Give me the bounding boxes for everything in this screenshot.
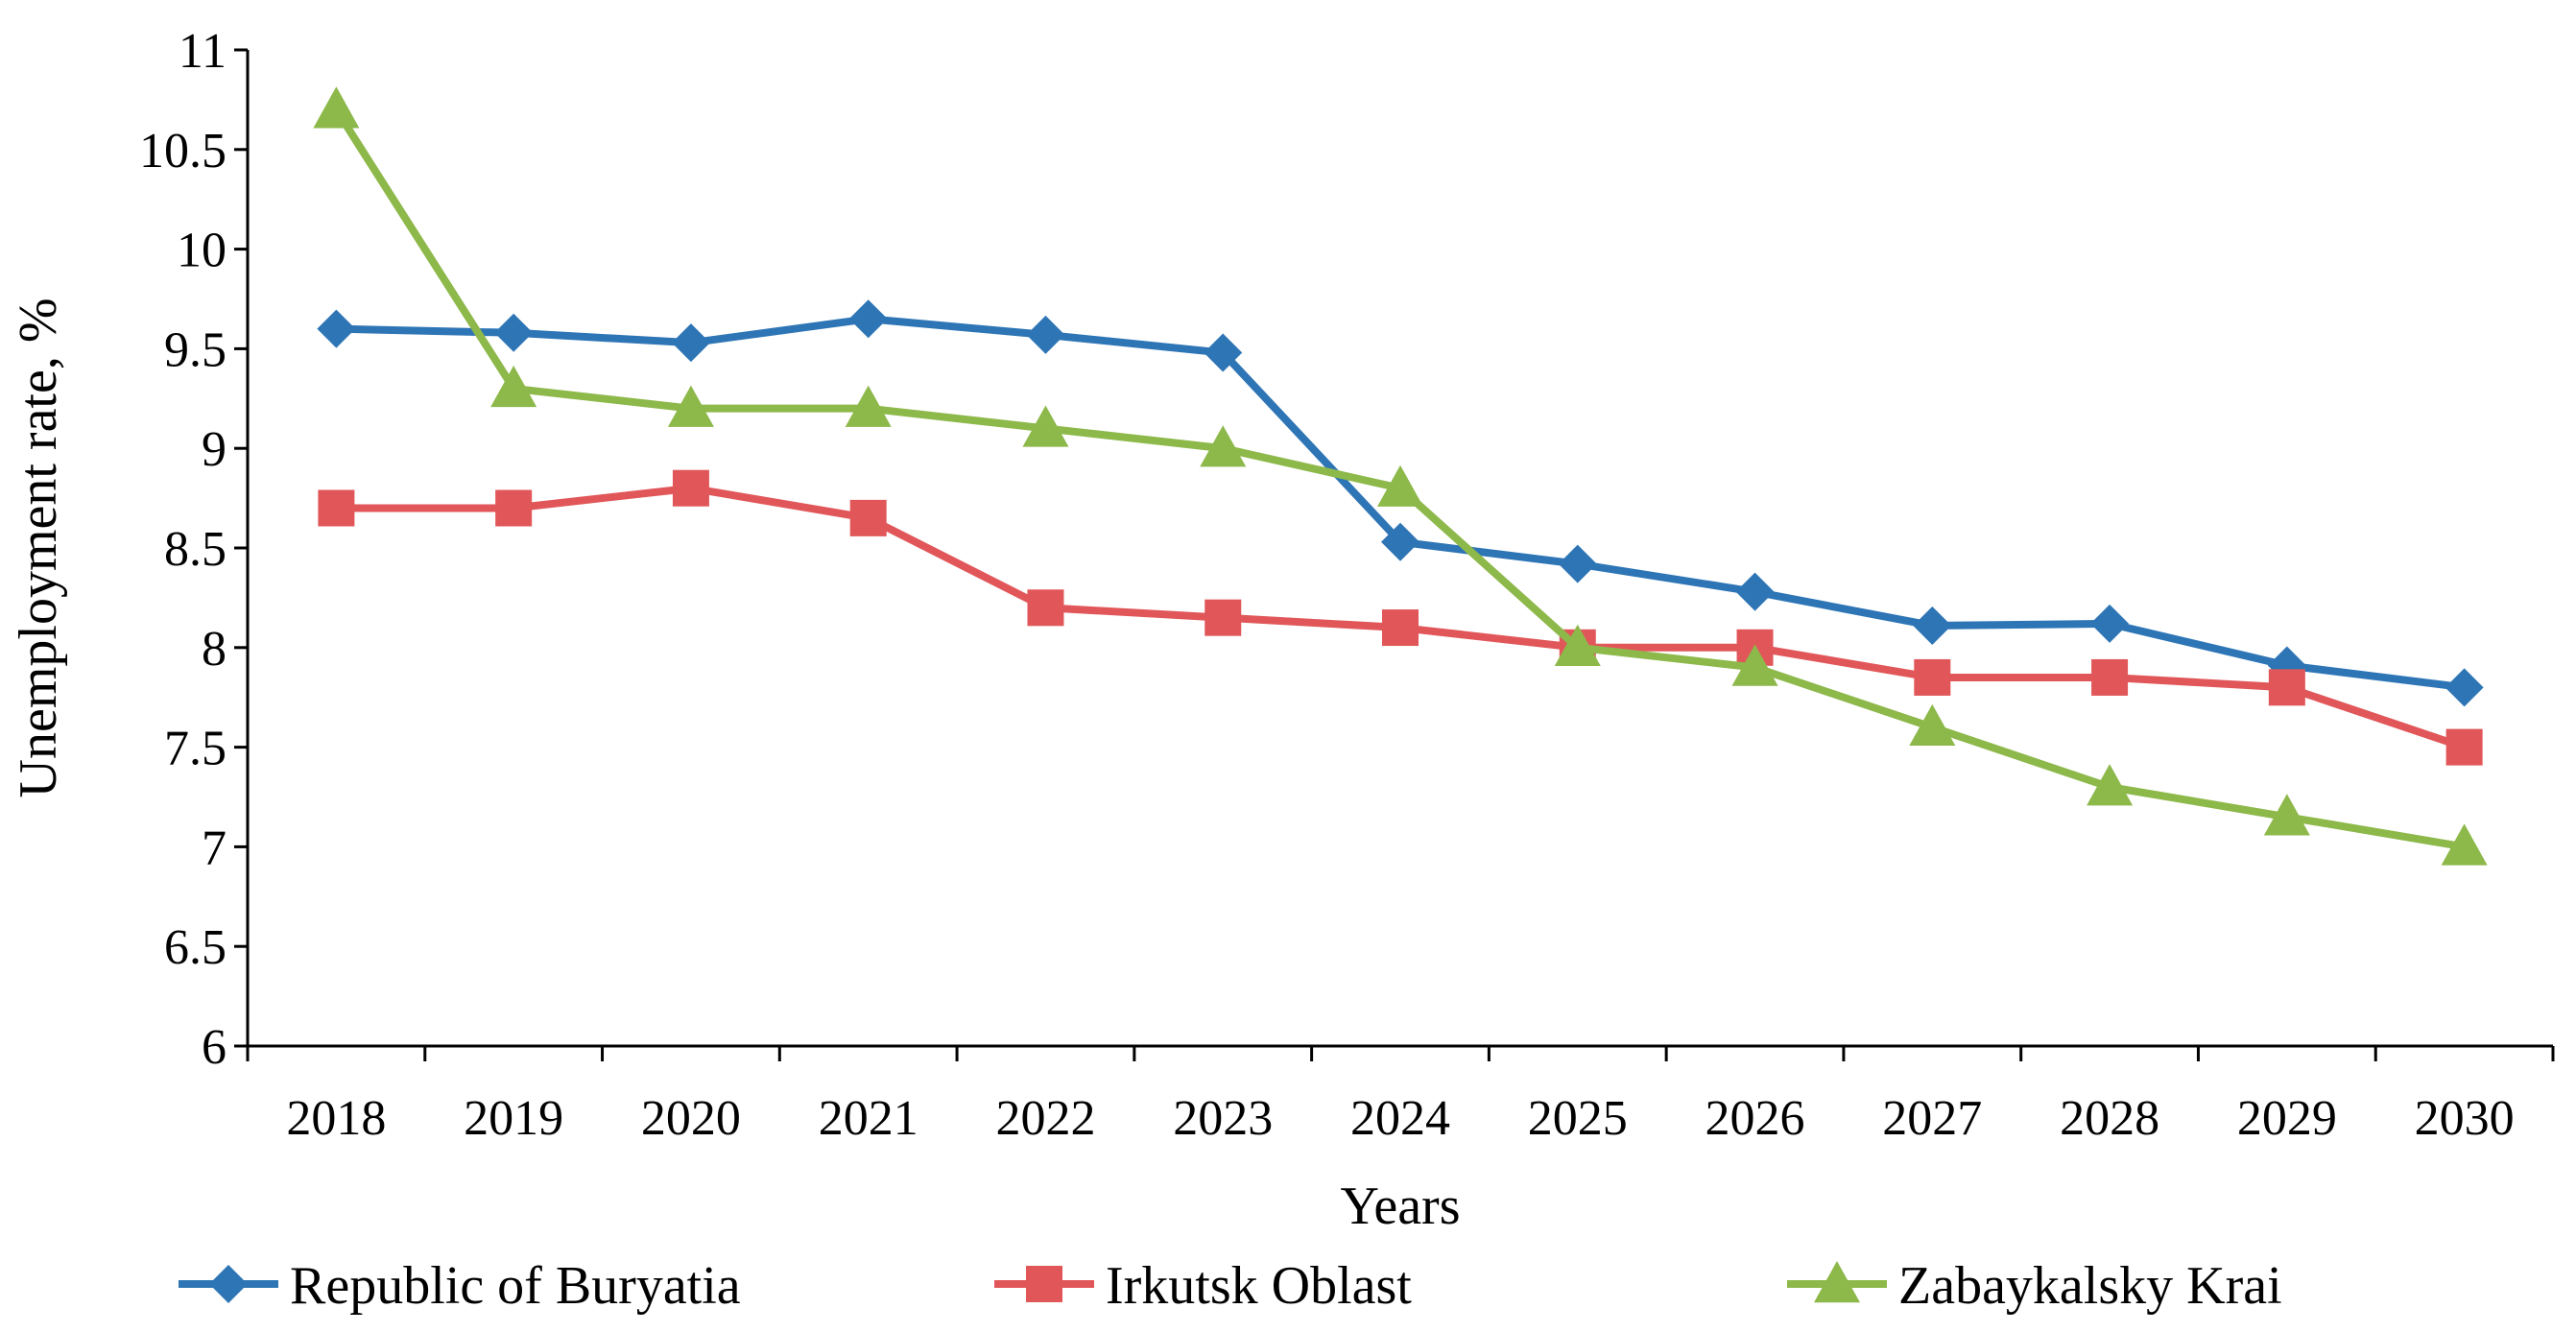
legend-label: Irkutsk Oblast — [1106, 1256, 1412, 1316]
data-point — [1558, 544, 1597, 583]
x-tick-label: 2030 — [2415, 1091, 2515, 1146]
data-point — [1200, 425, 1247, 467]
x-tick-label: 2019 — [464, 1091, 563, 1146]
series-2 — [313, 86, 2488, 866]
data-point — [317, 309, 356, 348]
series-1 — [318, 469, 2483, 766]
data-point — [667, 385, 714, 427]
x-tick-label: 2020 — [641, 1091, 741, 1146]
data-point — [1554, 624, 1601, 666]
data-point — [671, 323, 710, 363]
x-axis-ticks: 2018 2019 2020 2021 2022 2023 2024 2025 2026 2027… — [246, 1046, 2555, 1146]
data-point — [494, 313, 534, 352]
legend-marker — [1026, 1266, 1062, 1302]
y-tick-label: 7 — [202, 821, 227, 875]
x-tick-label: 2022 — [995, 1091, 1095, 1146]
data-point — [672, 469, 709, 507]
y-tick-label: 9 — [202, 422, 227, 477]
data-point — [318, 489, 355, 527]
data-point — [1381, 522, 1419, 561]
legend: Republic of Buryatia Irkutsk Oblast Zabayk… — [179, 1256, 2282, 1316]
data-point — [1027, 589, 1064, 627]
data-point — [1735, 572, 1775, 611]
x-axis-title: Years — [1341, 1177, 1461, 1236]
data-point — [848, 299, 888, 339]
legend-item: Republic of Buryatia — [179, 1256, 741, 1316]
y-axis-title: Unemployment rate, % — [9, 298, 68, 798]
x-tick-label: 2029 — [2237, 1091, 2337, 1146]
x-tick-label: 2024 — [1350, 1091, 1450, 1146]
series-0 — [317, 299, 2484, 707]
data-point — [2091, 658, 2129, 696]
y-tick-label: 7.5 — [164, 722, 227, 776]
y-axis-ticks: 6 6.5 7 7.5 8 8.5 9 9.5 10 10.5 11 — [139, 24, 248, 1075]
data-point — [2090, 604, 2130, 643]
data-point — [1204, 333, 1243, 372]
data-point — [1909, 703, 1956, 747]
data-point — [1382, 609, 1419, 647]
data-point — [495, 489, 533, 527]
x-tick-label: 2027 — [1882, 1091, 1982, 1146]
legend-marker — [1814, 1261, 1860, 1303]
x-tick-label: 2018 — [286, 1091, 386, 1146]
x-tick-label: 2028 — [2060, 1091, 2159, 1146]
series-layer — [313, 86, 2488, 866]
data-point — [2445, 728, 2483, 766]
data-point — [1913, 606, 1952, 645]
data-point — [1022, 405, 1069, 447]
y-tick-label: 10 — [177, 224, 227, 278]
data-point — [313, 86, 360, 129]
data-point — [2263, 794, 2310, 836]
x-tick-label: 2021 — [819, 1091, 918, 1146]
y-tick-label: 6 — [202, 1020, 227, 1075]
y-tick-label: 8 — [202, 622, 227, 677]
data-point — [845, 385, 892, 427]
legend-label: Republic of Buryatia — [290, 1256, 741, 1316]
y-tick-label: 6.5 — [164, 920, 227, 975]
data-point — [1914, 658, 1951, 696]
data-point — [1026, 315, 1065, 354]
data-point — [490, 365, 537, 408]
data-point — [2087, 764, 2134, 806]
data-point — [1377, 464, 1423, 507]
y-tick-label: 8.5 — [164, 522, 227, 577]
legend-marker — [209, 1265, 248, 1303]
y-tick-label: 11 — [179, 24, 227, 79]
x-tick-label: 2023 — [1173, 1091, 1273, 1146]
y-tick-label: 9.5 — [164, 322, 227, 377]
data-point — [1205, 599, 1242, 636]
data-point — [1731, 644, 1778, 686]
x-tick-label: 2025 — [1528, 1091, 1628, 1146]
y-tick-label: 10.5 — [139, 124, 227, 178]
data-point — [2268, 669, 2305, 706]
data-point — [2445, 668, 2484, 707]
legend-label: Zabaykalsky Krai — [1898, 1256, 2282, 1316]
x-tick-label: 2026 — [1705, 1091, 1805, 1146]
legend-item: Zabaykalsky Krai — [1787, 1256, 2282, 1316]
data-point — [2441, 823, 2488, 866]
legend-item: Irkutsk Oblast — [994, 1256, 1412, 1316]
data-point — [849, 499, 887, 536]
